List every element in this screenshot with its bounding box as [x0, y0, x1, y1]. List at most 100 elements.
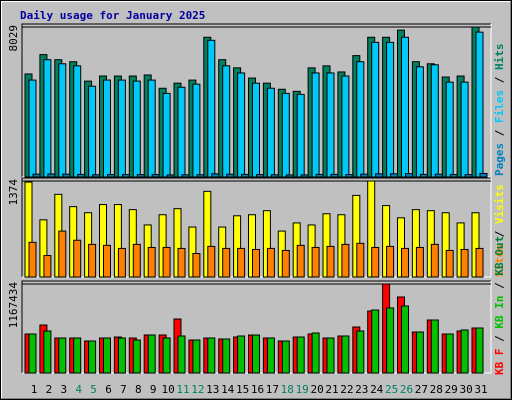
x-tick-label: 30	[459, 383, 472, 396]
bar	[281, 340, 290, 374]
bar	[475, 31, 484, 178]
bar	[88, 243, 97, 278]
bar	[77, 173, 86, 178]
bar	[73, 337, 82, 374]
bar	[464, 174, 473, 178]
x-tick-label: 29	[445, 383, 458, 396]
x-tick-label: 2	[46, 383, 53, 396]
bar	[196, 174, 205, 178]
legend-separator: /	[493, 70, 506, 90]
legend: Pages / Files / Hits	[493, 44, 506, 177]
x-tick-label: 8	[135, 383, 142, 396]
bar	[311, 246, 320, 278]
x-tick-label: 11	[176, 383, 189, 396]
chart-title: Daily usage for January 2025	[20, 9, 205, 22]
bar	[430, 64, 439, 178]
bar	[266, 87, 275, 178]
x-tick-label: 12	[191, 383, 204, 396]
bar	[73, 65, 82, 178]
bar	[32, 173, 41, 178]
bar	[311, 72, 320, 178]
x-tick-label: 10	[161, 383, 174, 396]
x-tick-label: 15	[236, 383, 249, 396]
bar	[296, 336, 305, 374]
bar	[88, 340, 97, 374]
bar	[430, 319, 439, 374]
bar	[445, 81, 454, 178]
bar	[107, 174, 115, 178]
legend-separator: /	[493, 123, 506, 143]
bar	[266, 337, 275, 374]
bar	[177, 247, 186, 278]
plot-border	[21, 177, 491, 277]
bar	[192, 339, 201, 374]
x-tick-label: 27	[415, 383, 428, 396]
legend-entry: KB Out	[493, 236, 506, 276]
x-tick-label: 20	[310, 383, 323, 396]
bar	[121, 174, 130, 178]
x-tick-label: 14	[221, 383, 235, 396]
bar	[281, 249, 290, 278]
bar	[371, 309, 380, 374]
bar	[330, 173, 339, 178]
y-tick-label: 1374	[7, 179, 20, 206]
bar	[43, 330, 52, 374]
bar	[117, 337, 126, 374]
x-tick-label: 22	[340, 383, 353, 396]
bar	[252, 248, 260, 278]
bar	[415, 246, 424, 278]
bar	[207, 39, 216, 178]
x-tick-label: 28	[430, 383, 443, 396]
bar	[252, 334, 260, 374]
bar	[28, 333, 37, 374]
bar	[43, 255, 52, 278]
bar	[103, 244, 111, 278]
bar	[460, 329, 469, 374]
bar	[132, 80, 141, 178]
bar	[345, 174, 354, 178]
bar	[445, 333, 454, 374]
bar	[181, 174, 190, 178]
legend-separator: /	[493, 224, 506, 244]
bar	[371, 41, 380, 178]
x-tick-label: 17	[266, 383, 279, 396]
bar	[211, 173, 220, 178]
bar	[177, 335, 186, 374]
bar	[401, 305, 409, 374]
bar	[445, 249, 454, 278]
x-tick-label: 25	[385, 383, 398, 396]
x-tick-label: 1	[31, 383, 38, 396]
bar	[151, 174, 160, 178]
bar	[222, 65, 231, 178]
bar	[28, 79, 37, 178]
legend-separator: /	[493, 276, 506, 296]
x-tick-label: 31	[474, 383, 487, 396]
x-tick-label: 24	[370, 383, 384, 396]
bar	[401, 36, 409, 178]
bar	[356, 61, 365, 178]
bar	[375, 173, 384, 178]
bar	[43, 59, 52, 178]
bar	[460, 248, 469, 278]
legend-entry: Pages	[493, 143, 506, 176]
bar	[88, 85, 97, 178]
bar	[311, 332, 320, 374]
bar	[356, 242, 365, 278]
bar	[177, 86, 186, 178]
legend-entry: Visits	[493, 184, 506, 224]
bar	[117, 247, 126, 278]
bar	[58, 230, 67, 278]
legend-entry: KB F	[493, 349, 506, 376]
bar	[28, 241, 37, 278]
y-tick-label: 8029	[7, 25, 20, 52]
legend: Sites / Visits	[493, 184, 506, 277]
bar	[460, 81, 469, 178]
bar	[147, 79, 156, 178]
x-tick-label: 3	[60, 383, 67, 396]
bar	[207, 337, 216, 374]
bar	[132, 243, 141, 278]
bar	[401, 247, 409, 278]
x-tick-label: 7	[120, 383, 127, 396]
bar	[256, 174, 264, 178]
